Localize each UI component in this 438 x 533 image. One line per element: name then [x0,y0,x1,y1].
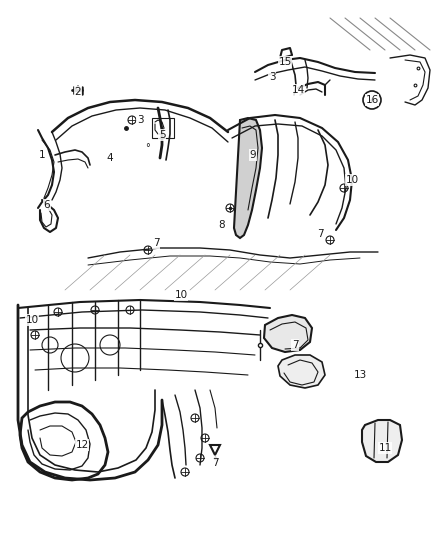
Polygon shape [264,315,312,352]
Text: 4: 4 [107,153,113,163]
Text: 10: 10 [25,315,39,325]
Text: 7: 7 [212,458,218,468]
Text: 10: 10 [346,175,359,185]
Polygon shape [362,420,402,462]
Text: 7: 7 [292,340,298,350]
Text: 10: 10 [174,290,187,300]
Bar [152,118,174,138]
Polygon shape [20,402,108,480]
Text: 6: 6 [44,200,50,210]
Text: 15: 15 [279,57,292,67]
Text: 16: 16 [365,95,378,105]
Text: 11: 11 [378,443,392,453]
Polygon shape [278,355,325,388]
Text: 9: 9 [250,150,256,160]
Polygon shape [234,118,262,238]
Text: 13: 13 [353,370,367,380]
Text: 12: 12 [75,440,88,450]
Text: 1: 1 [39,150,45,160]
Text: 14: 14 [291,85,304,95]
Text: 2: 2 [75,87,81,97]
Text: 3: 3 [137,115,143,125]
Text: 5: 5 [159,130,165,140]
Text: 3: 3 [268,72,276,82]
Text: 7: 7 [317,229,323,239]
Text: 7: 7 [153,238,159,248]
Text: °: ° [145,143,150,153]
Text: 8: 8 [219,220,225,230]
